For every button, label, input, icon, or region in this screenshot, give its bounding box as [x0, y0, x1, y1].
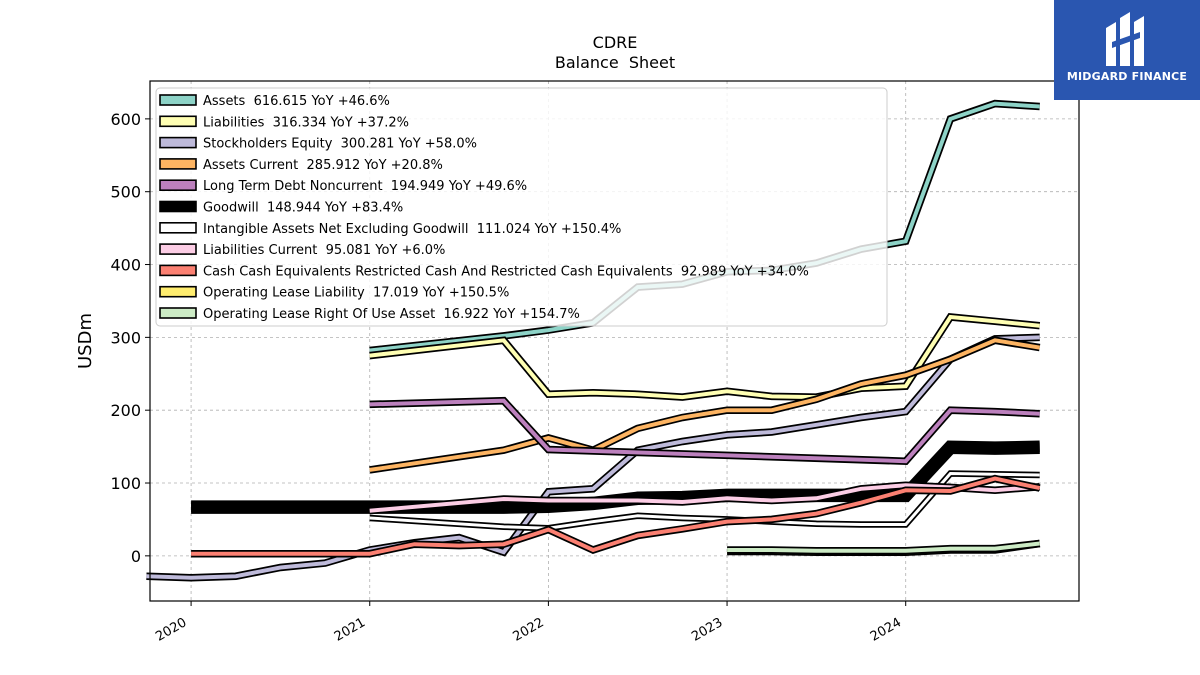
series-line	[727, 541, 1040, 553]
series-line	[369, 338, 1041, 472]
x-tick-label: 2020	[153, 615, 189, 645]
series-line	[369, 483, 1040, 513]
y-tick-label: 200	[110, 401, 141, 420]
y-axis-label: USDm	[75, 313, 96, 369]
legend-label: Assets 616.615 YoY +46.6%	[203, 94, 390, 109]
legend: Assets 616.615 YoY +46.6% Liabilities 316…	[155, 87, 888, 327]
y-tick-label: 0	[131, 547, 141, 566]
legend-swatch	[159, 285, 197, 298]
legend-swatch	[159, 94, 197, 106]
x-tick-label: 2023	[689, 615, 725, 645]
series-line	[369, 314, 1040, 400]
x-tick-label: 2024	[868, 615, 904, 645]
series-line	[146, 335, 1040, 580]
legend-label: Intangible Assets Net Excluding Goodwill…	[203, 222, 621, 237]
y-tick-label: 100	[110, 474, 141, 493]
y-tick-label: 400	[110, 256, 141, 275]
legend-label: Long Term Debt Noncurrent 194.949 YoY +4…	[203, 179, 527, 194]
legend-label: Operating Lease Right Of Use Asset 16.92…	[203, 307, 580, 322]
chart-subtitle: Balance Sheet	[555, 53, 675, 72]
legend-swatch	[159, 307, 197, 319]
series-line	[369, 398, 1040, 464]
legend-label: Liabilities 316.334 YoY +37.2%	[203, 115, 409, 130]
legend-swatch	[159, 136, 197, 149]
legend-label: Assets Current 285.912 YoY +20.8%	[203, 158, 443, 173]
x-tick-label: 2021	[332, 615, 368, 645]
y-tick-label: 600	[110, 110, 141, 129]
legend-label: Stockholders Equity 300.281 YoY +58.0%	[203, 137, 477, 152]
legend-box	[155, 87, 888, 327]
brand-name: MIDGARD FINANCE	[1066, 70, 1188, 83]
legend-swatch	[159, 179, 197, 191]
chart-title: CDRE	[593, 33, 638, 52]
legend-swatch	[159, 200, 197, 213]
brand-badge: MIDGARD FINANCE	[1054, 0, 1200, 100]
y-tick-label: 500	[110, 183, 141, 202]
legend-swatch	[159, 222, 197, 234]
legend-label: Liabilities Current 95.081 YoY +6.0%	[203, 243, 445, 258]
legend-label: Goodwill 148.944 YoY +83.4%	[203, 201, 403, 216]
plot-frame	[149, 80, 1080, 602]
legend-swatch	[159, 115, 197, 128]
series-line	[191, 476, 1041, 556]
series-outline	[369, 313, 1041, 401]
legend-label: Operating Lease Liability 17.019 YoY +15…	[203, 286, 509, 301]
legend-swatch	[159, 158, 197, 170]
y-tick-label: 300	[110, 328, 141, 347]
legend-swatch	[159, 243, 197, 255]
legend-swatch	[159, 264, 197, 277]
x-tick-label: 2022	[511, 615, 547, 645]
legend-label: Cash Cash Equivalents Restricted Cash An…	[203, 264, 809, 279]
midgard-logo-icon	[1106, 12, 1144, 66]
